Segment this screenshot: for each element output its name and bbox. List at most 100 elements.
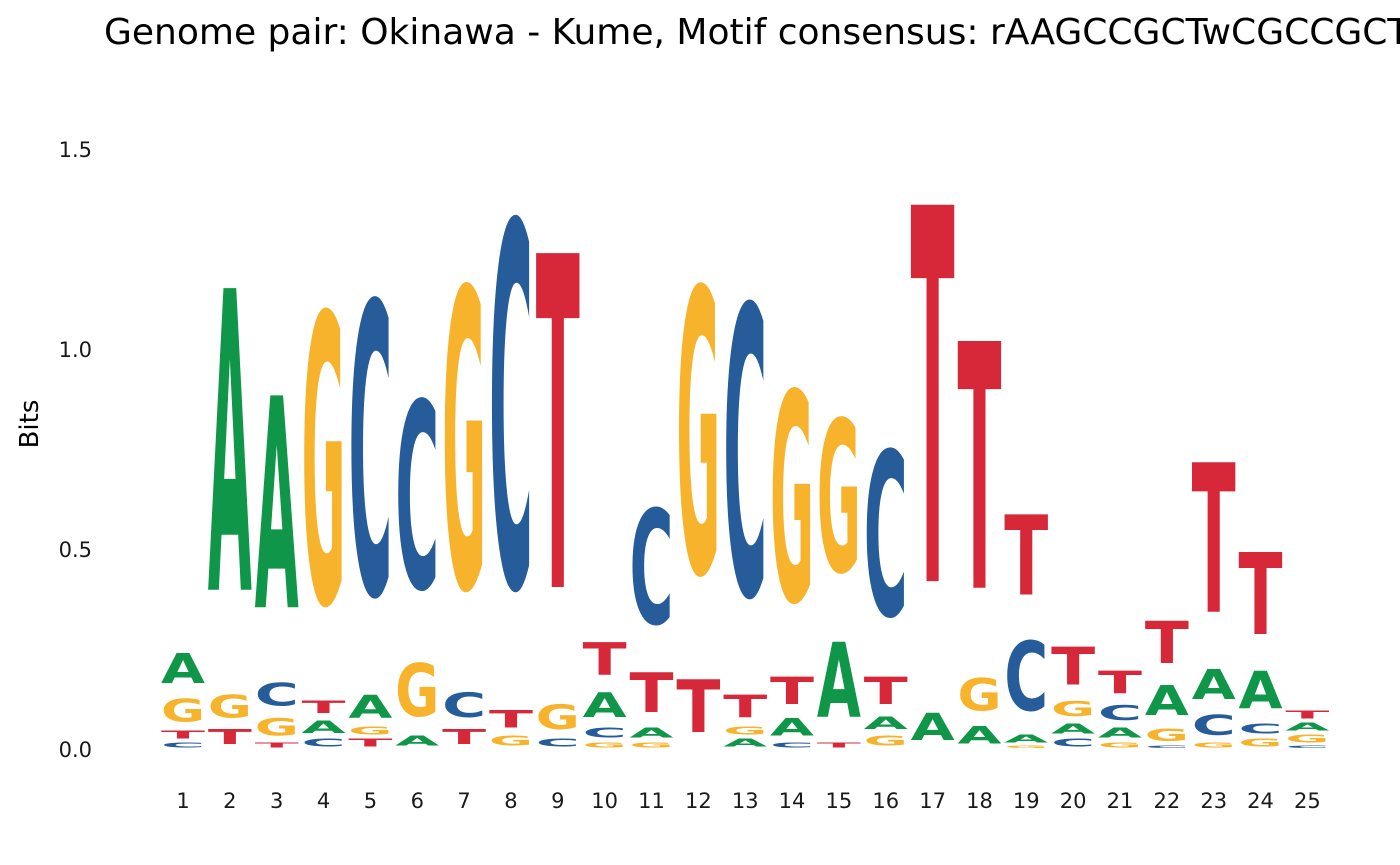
logo-letter-A-pos-10: A — [583, 685, 628, 725]
logo-letter-T-pos-19: T — [1004, 495, 1048, 622]
logo-letter-T-pos-7: T — [442, 726, 486, 750]
logo-letter-A-pos-2: A — [208, 206, 252, 688]
x-tick-label: 10 — [591, 789, 618, 813]
logo-letter-G-pos-19: G — [1004, 745, 1048, 749]
logo-letter-C-pos-7: C — [442, 685, 486, 725]
logo-letter-C-pos-14: C — [770, 741, 814, 749]
logo-letter-T-pos-14: T — [770, 670, 814, 713]
logo-letter-G-pos-21: G — [1098, 741, 1142, 749]
x-tick-label: 19 — [1013, 789, 1040, 813]
logo-letter-G-pos-8: G — [489, 733, 533, 749]
logo-letter-G-pos-18: G — [957, 669, 1001, 721]
logo-letter-G-pos-7: G — [442, 205, 486, 683]
logo-letter-G-pos-5: G — [348, 725, 392, 737]
x-tick-label: 11 — [638, 789, 665, 813]
x-tick-label: 22 — [1153, 789, 1180, 813]
logo-letter-A-pos-6: A — [395, 733, 439, 749]
x-tick-label: 23 — [1200, 789, 1227, 813]
y-tick-label: 0.5 — [59, 538, 92, 562]
logo-letter-G-pos-23: G — [1192, 741, 1236, 749]
logo-letter-T-pos-17: T — [911, 103, 955, 704]
x-tick-label: 24 — [1247, 789, 1274, 813]
x-tick-label: 1 — [176, 789, 189, 813]
x-tick-label: 8 — [504, 789, 517, 813]
logo-letter-T-pos-18: T — [957, 275, 1001, 668]
x-tick-label: 16 — [872, 789, 899, 813]
logo-letter-G-pos-6: G — [395, 649, 439, 733]
logo-letter-C-pos-8: C — [489, 122, 533, 703]
logo-letter-T-pos-24: T — [1239, 530, 1283, 661]
logo-letter-A-pos-16: A — [864, 713, 909, 733]
x-tick-label: 14 — [779, 789, 806, 813]
logo-letter-T-pos-25: T — [1285, 709, 1330, 721]
logo-letter-A-pos-15: A — [817, 621, 861, 741]
logo-letter-C-pos-11: C — [630, 479, 674, 661]
logo-letter-T-pos-13: T — [723, 689, 768, 725]
logo-letter-A-pos-11: A — [630, 725, 674, 741]
x-tick-label: 9 — [551, 789, 564, 813]
logo-letter-T-pos-15: T — [817, 741, 862, 749]
logo-letter-T-pos-8: T — [489, 706, 533, 734]
logo-letter-T-pos-2: T — [208, 726, 252, 750]
x-tick-label: 4 — [317, 789, 330, 813]
logo-letter-G-pos-22: G — [1145, 725, 1189, 745]
logo-letter-A-pos-24: A — [1239, 661, 1283, 721]
x-axis-ticks: 1 2 3 4 5 6 7 8 9 10 11 12 13 14 15 16 17 18 19 20 21 22 23 24 2… — [176, 789, 1320, 813]
logo-letter-A-pos-21: A — [1098, 725, 1142, 741]
x-tick-label: 15 — [826, 789, 853, 813]
x-tick-label: 3 — [270, 789, 283, 813]
logo-letter-A-pos-19: A — [1004, 733, 1049, 745]
x-tick-label: 5 — [364, 789, 377, 813]
logo-letter-T-pos-9: T — [536, 163, 580, 697]
logo-letter-G-pos-15: G — [817, 378, 861, 620]
logo-letter-C-pos-5: C — [348, 224, 392, 688]
logo-letter-G-pos-2: G — [208, 689, 252, 725]
logo-letter-G-pos-3: G — [255, 713, 299, 741]
logo-letter-C-pos-16: C — [864, 406, 908, 668]
logo-letter-G-pos-16: G — [864, 733, 908, 749]
logo-letters: CTGATGATGCACATGTGACAGCTCGGTCCGTGCATGATCT… — [161, 103, 1330, 750]
logo-letter-A-pos-4: A — [302, 717, 347, 737]
logo-letter-G-pos-25: G — [1285, 733, 1329, 745]
logo-letter-T-pos-3: T — [255, 741, 300, 749]
x-tick-label: 12 — [685, 789, 712, 813]
logo-letter-A-pos-13: A — [723, 737, 768, 749]
logo-letter-C-pos-21: C — [1098, 701, 1142, 725]
logo-letter-T-pos-20: T — [1051, 637, 1095, 697]
logo-letter-C-pos-19: C — [1004, 621, 1048, 732]
x-tick-label: 6 — [411, 789, 424, 813]
y-tick-label: 1.0 — [59, 338, 92, 362]
logo-letter-C-pos-10: C — [583, 725, 627, 741]
x-tick-label: 20 — [1060, 789, 1087, 813]
x-tick-label: 25 — [1294, 789, 1321, 813]
logo-letter-G-pos-11: G — [630, 741, 674, 749]
logo-letter-C-pos-1: C — [161, 741, 205, 749]
logo-letter-A-pos-20: A — [1051, 721, 1095, 737]
logo-letter-A-pos-14: A — [770, 714, 814, 741]
logo-letter-G-pos-9: G — [536, 697, 580, 737]
x-tick-label: 7 — [457, 789, 470, 813]
logo-letter-C-pos-3: C — [255, 678, 299, 714]
y-tick-label: 0.0 — [59, 738, 92, 762]
logo-letter-A-pos-3: A — [255, 339, 299, 676]
logo-letter-C-pos-13: C — [723, 226, 767, 687]
logo-letter-A-pos-18: A — [957, 722, 1001, 749]
logo-letter-T-pos-10: T — [583, 634, 627, 685]
logo-letter-A-pos-23: A — [1192, 661, 1237, 709]
logo-letter-C-pos-4: C — [302, 737, 346, 749]
x-tick-label: 2 — [223, 789, 236, 813]
logo-letter-C-pos-6: C — [395, 349, 439, 648]
logo-letter-T-pos-12: T — [676, 667, 720, 750]
x-tick-label: 13 — [732, 789, 759, 813]
x-tick-label: 17 — [919, 789, 946, 813]
logo-letter-A-pos-22: A — [1145, 677, 1190, 725]
logo-letter-G-pos-13: G — [723, 725, 767, 737]
y-axis-label: Bits — [15, 400, 45, 449]
logo-letter-C-pos-9: C — [536, 737, 580, 749]
x-tick-label: 18 — [966, 789, 993, 813]
logo-letter-T-pos-4: T — [302, 697, 346, 717]
y-axis-ticks: 0.0 0.5 1.0 1.5 — [59, 138, 92, 762]
logo-letter-C-pos-20: C — [1051, 737, 1095, 749]
logo-letter-G-pos-14: G — [770, 333, 814, 668]
logo-letter-T-pos-11: T — [630, 662, 674, 726]
